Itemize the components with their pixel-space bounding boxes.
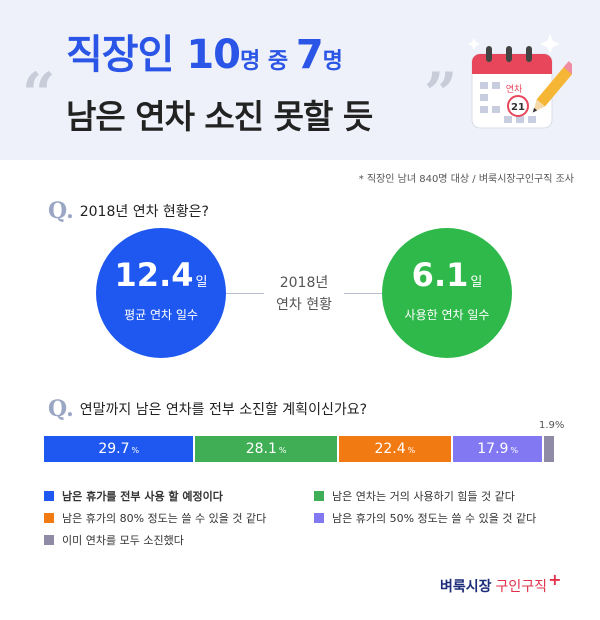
headline-part: 명 — [322, 49, 343, 74]
quote-open-mark: “ — [22, 60, 56, 128]
legend-swatch — [44, 513, 54, 523]
bar-segment: 28.1% — [195, 436, 337, 462]
headline-part: 직장인 — [66, 32, 187, 78]
question-mark-label: Q. — [48, 198, 74, 224]
header-banner: “ 직장인 10명 중 7명 남은 연차 소진 못할 듯 ” 연차 21 — [0, 0, 600, 160]
legend-item: 남은 휴가의 80% 정도는 쓸 수 있을 것 같다 — [44, 510, 266, 526]
headline-part: 명 중 — [240, 49, 296, 74]
legend-swatch — [44, 491, 54, 501]
quote-close-mark: ” — [424, 60, 458, 128]
average-leave-label: 평균 연차 일수 — [124, 308, 198, 322]
legend-label: 남은 휴가를 전부 사용 할 예정이다 — [62, 490, 223, 503]
headline-line2: 남은 연차 소진 못할 듯 — [66, 97, 373, 136]
bar-value-label: 29.7 — [98, 441, 130, 457]
survey-source-note: * 직장인 남녀 840명 대상 / 벼룩시장구인구직 조사 — [358, 174, 574, 185]
bar-value-unit: % — [278, 446, 287, 455]
logo-part-1: 벼룩시장 — [440, 579, 492, 595]
legend-swatch — [44, 535, 54, 545]
question-mark-label: Q. — [48, 396, 74, 422]
bar-segment: 29.7% — [44, 436, 194, 462]
question-2: Q. 연말까지 남은 연차를 전부 소진할 계획이신가요? — [48, 396, 367, 422]
used-leave-label: 사용한 연차 일수 — [404, 308, 490, 322]
average-leave-number: 12.4 — [114, 256, 194, 294]
question-1: Q. 2018년 연차 현황은? — [48, 198, 209, 224]
average-leave-unit: 일 — [195, 275, 208, 290]
bar-value-label: 17.9 — [477, 441, 509, 457]
bar-value-unit: % — [407, 446, 416, 455]
bar-segment: 22.4% — [338, 436, 451, 462]
bar-value-label-small: 1.9% — [539, 420, 565, 431]
average-leave-value: 12.4 일 — [96, 256, 226, 294]
legend-item: 남은 휴가를 전부 사용 할 예정이다 — [44, 488, 223, 504]
headline-part: 10 — [186, 32, 241, 78]
brand-logo: 벼룩시장 구인구직+ — [440, 570, 561, 596]
legend-item: 이미 연차를 모두 소진했다 — [44, 532, 184, 548]
question-1-text: 2018년 연차 현황은? — [79, 204, 209, 220]
used-leave-unit: 일 — [470, 275, 483, 290]
legend-item: 남은 휴가의 50% 정도는 쓸 수 있을 것 같다 — [314, 510, 536, 526]
stacked-bar-chart: 29.7% 28.1% 22.4% 17.9% — [44, 436, 554, 462]
legend-label: 남은 휴가의 80% 정도는 쓸 수 있을 것 같다 — [62, 512, 267, 525]
legend-label: 이미 연차를 모두 소진했다 — [62, 534, 184, 547]
used-leave-value: 6.1 일 — [382, 256, 512, 294]
bar-value-unit: % — [510, 446, 519, 455]
used-leave-number: 6.1 — [411, 256, 469, 294]
question-2-text: 연말까지 남은 연차를 전부 소진할 계획이신가요? — [79, 402, 368, 418]
bar-value-unit: % — [131, 446, 140, 455]
legend-swatch — [314, 491, 324, 501]
average-leave-circle: 12.4 일 평균 연차 일수 — [96, 228, 226, 358]
legend-item: 남은 연차는 거의 사용하기 힘들 것 같다 — [314, 488, 515, 504]
headline-part: 7 — [295, 32, 324, 78]
headline-line1: 직장인 10명 중 7명 — [66, 22, 343, 80]
calendar-word: 연차 — [506, 83, 523, 95]
calendar-icon: 연차 21 — [468, 34, 572, 129]
center-label: 2018년 연차 현황 — [264, 272, 344, 316]
legend-label: 남은 연차는 거의 사용하기 힘들 것 같다 — [332, 490, 515, 503]
logo-part-2: 구인구직 — [495, 579, 548, 595]
used-leave-circle: 6.1 일 사용한 연차 일수 — [382, 228, 512, 358]
bar-value-label: 28.1 — [245, 441, 277, 457]
legend-swatch — [314, 513, 324, 523]
center-label-year: 2018년 — [279, 275, 329, 291]
bar-value-label: 22.4 — [374, 441, 406, 457]
calendar-day: 21 — [511, 102, 525, 113]
logo-plus-icon: + — [548, 570, 562, 589]
legend-label: 남은 휴가의 50% 정도는 쓸 수 있을 것 같다 — [332, 512, 537, 525]
bar-segment: 17.9% — [453, 436, 543, 462]
bar-segment — [544, 436, 554, 462]
center-label-text: 연차 현황 — [276, 297, 332, 313]
